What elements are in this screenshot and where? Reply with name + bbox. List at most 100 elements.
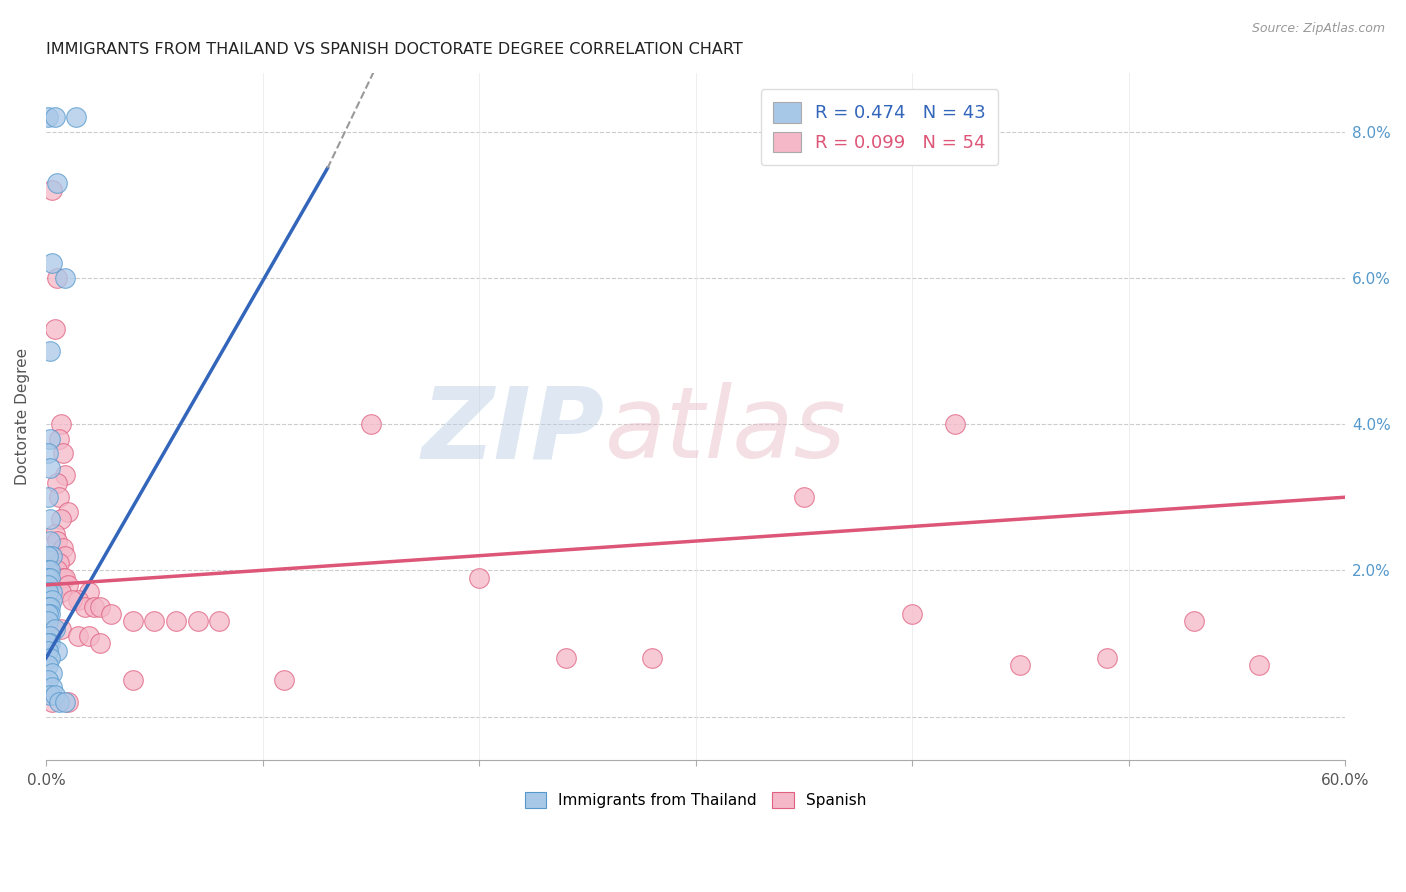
Point	[641, 651, 664, 665]
Point	[89, 636, 111, 650]
Point	[37, 571, 59, 585]
Y-axis label: Doctorate Degree: Doctorate Degree	[15, 348, 30, 485]
Point	[45, 644, 67, 658]
Point	[48, 556, 70, 570]
Point	[187, 615, 209, 629]
Point	[37, 658, 59, 673]
Point	[45, 563, 67, 577]
Point	[45, 271, 67, 285]
Point	[55, 271, 77, 285]
Point	[901, 607, 924, 622]
Point	[945, 417, 967, 431]
Text: IMMIGRANTS FROM THAILAND VS SPANISH DOCTORATE DEGREE CORRELATION CHART: IMMIGRANTS FROM THAILAND VS SPANISH DOCT…	[46, 42, 742, 57]
Point	[65, 110, 87, 124]
Legend: Immigrants from Thailand, Spanish: Immigrants from Thailand, Spanish	[519, 787, 873, 814]
Point	[39, 343, 62, 358]
Point	[56, 695, 79, 709]
Point	[49, 512, 72, 526]
Point	[52, 446, 75, 460]
Point	[100, 607, 122, 622]
Point	[55, 468, 77, 483]
Point	[1010, 658, 1032, 673]
Point	[273, 673, 295, 687]
Point	[77, 585, 100, 599]
Point	[41, 256, 63, 270]
Point	[37, 615, 59, 629]
Point	[55, 695, 77, 709]
Point	[121, 615, 143, 629]
Point	[41, 680, 63, 694]
Point	[468, 571, 491, 585]
Point	[39, 629, 62, 643]
Point	[49, 417, 72, 431]
Point	[48, 695, 70, 709]
Point	[37, 636, 59, 650]
Point	[41, 622, 63, 636]
Point	[1247, 658, 1270, 673]
Point	[41, 183, 63, 197]
Point	[39, 512, 62, 526]
Point	[45, 176, 67, 190]
Point	[44, 110, 66, 124]
Point	[554, 651, 576, 665]
Point	[39, 636, 62, 650]
Point	[39, 688, 62, 702]
Point	[37, 673, 59, 687]
Point	[56, 578, 79, 592]
Point	[39, 599, 62, 614]
Point	[165, 615, 187, 629]
Point	[48, 432, 70, 446]
Point	[44, 622, 66, 636]
Point	[44, 526, 66, 541]
Point	[48, 490, 70, 504]
Point	[39, 563, 62, 577]
Point	[37, 578, 59, 592]
Point	[37, 585, 59, 599]
Point	[39, 534, 62, 549]
Text: atlas: atlas	[605, 382, 846, 479]
Point	[45, 475, 67, 490]
Point	[83, 599, 105, 614]
Point	[37, 446, 59, 460]
Point	[44, 688, 66, 702]
Point	[77, 629, 100, 643]
Point	[45, 534, 67, 549]
Point	[67, 592, 90, 607]
Point	[67, 629, 90, 643]
Point	[39, 607, 62, 622]
Point	[37, 607, 59, 622]
Point	[360, 417, 382, 431]
Point	[44, 322, 66, 336]
Point	[73, 599, 96, 614]
Point	[37, 549, 59, 563]
Point	[121, 673, 143, 687]
Point	[1095, 651, 1118, 665]
Point	[56, 505, 79, 519]
Point	[41, 549, 63, 563]
Point	[49, 622, 72, 636]
Point	[37, 490, 59, 504]
Text: Source: ZipAtlas.com: Source: ZipAtlas.com	[1251, 22, 1385, 36]
Text: ZIP: ZIP	[422, 382, 605, 479]
Point	[793, 490, 815, 504]
Point	[39, 651, 62, 665]
Point	[49, 585, 72, 599]
Point	[60, 592, 83, 607]
Point	[37, 644, 59, 658]
Point	[39, 571, 62, 585]
Point	[39, 432, 62, 446]
Point	[143, 615, 166, 629]
Point	[52, 571, 75, 585]
Point	[41, 592, 63, 607]
Point	[37, 599, 59, 614]
Point	[1182, 615, 1205, 629]
Point	[208, 615, 231, 629]
Point	[41, 665, 63, 680]
Point	[37, 110, 59, 124]
Point	[55, 549, 77, 563]
Point	[52, 541, 75, 556]
Point	[37, 563, 59, 577]
Point	[41, 585, 63, 599]
Point	[41, 549, 63, 563]
Point	[41, 695, 63, 709]
